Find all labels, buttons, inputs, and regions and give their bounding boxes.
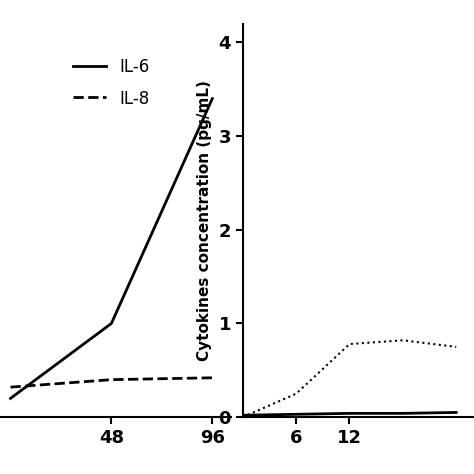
IL-8	[210, 375, 215, 381]
IL-6	[210, 96, 215, 101]
Y-axis label: Cytokines concentration (pg/mL): Cytokines concentration (pg/mL)	[197, 80, 211, 361]
Legend: IL-6, IL-8: IL-6, IL-8	[66, 52, 156, 114]
IL-6	[109, 320, 114, 326]
Line: IL-8: IL-8	[10, 378, 212, 387]
IL-6	[8, 395, 13, 401]
IL-8	[8, 384, 13, 390]
Line: IL-6: IL-6	[10, 99, 212, 398]
IL-8	[109, 377, 114, 383]
